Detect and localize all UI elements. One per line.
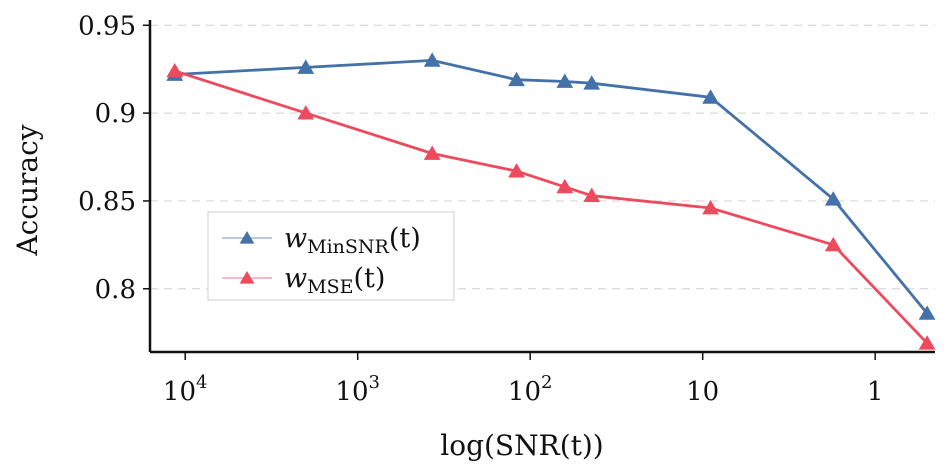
x-axis-label: log(SNR(t))	[440, 429, 603, 462]
data-point-minsnr	[824, 191, 842, 206]
x-tick-label: 102	[508, 372, 553, 407]
data-point-minsnr	[918, 305, 936, 320]
legend-label: wMinSNR(t)	[284, 223, 421, 258]
data-point-mse	[583, 187, 601, 203]
x-tick-label: 1	[867, 377, 884, 407]
data-series	[166, 52, 936, 350]
axes	[148, 20, 935, 354]
legend-marker	[239, 231, 255, 244]
data-point-mse	[824, 236, 842, 252]
data-point-minsnr	[423, 52, 441, 67]
y-tick-label: 0.9	[95, 99, 136, 129]
legend: wMinSNR(t) wMSE(t)	[207, 211, 455, 301]
y-tick-label: 0.95	[78, 11, 136, 41]
data-point-minsnr	[583, 75, 601, 90]
data-point-minsnr	[556, 73, 574, 88]
x-ticks: 104 103 102 10 1	[163, 352, 884, 407]
y-axis-label: Accuracy	[11, 124, 44, 256]
series-line-mse	[174, 69, 929, 345]
data-point-minsnr	[297, 59, 315, 74]
x-tick-label: 104	[163, 372, 208, 407]
legend-label: wMSE(t)	[284, 263, 385, 298]
x-tick-label: 10	[686, 377, 719, 407]
data-point-minsnr	[702, 89, 719, 104]
data-point-minsnr	[508, 71, 525, 87]
data-point-mse	[918, 335, 936, 350]
data-point-mse	[508, 163, 525, 178]
x-tick-label: 103	[335, 372, 380, 407]
y-tick-label: 0.8	[95, 275, 136, 305]
data-point-mse	[423, 145, 441, 160]
data-point-mse	[297, 105, 315, 120]
legend-marker	[239, 271, 255, 284]
data-point-mse	[166, 62, 184, 78]
y-tick-label: 0.85	[78, 187, 136, 217]
y-ticks: 0.95 0.9 0.85 0.8	[78, 11, 150, 305]
legend-box	[207, 211, 455, 301]
data-point-mse	[556, 178, 574, 194]
data-point-mse	[702, 199, 719, 215]
